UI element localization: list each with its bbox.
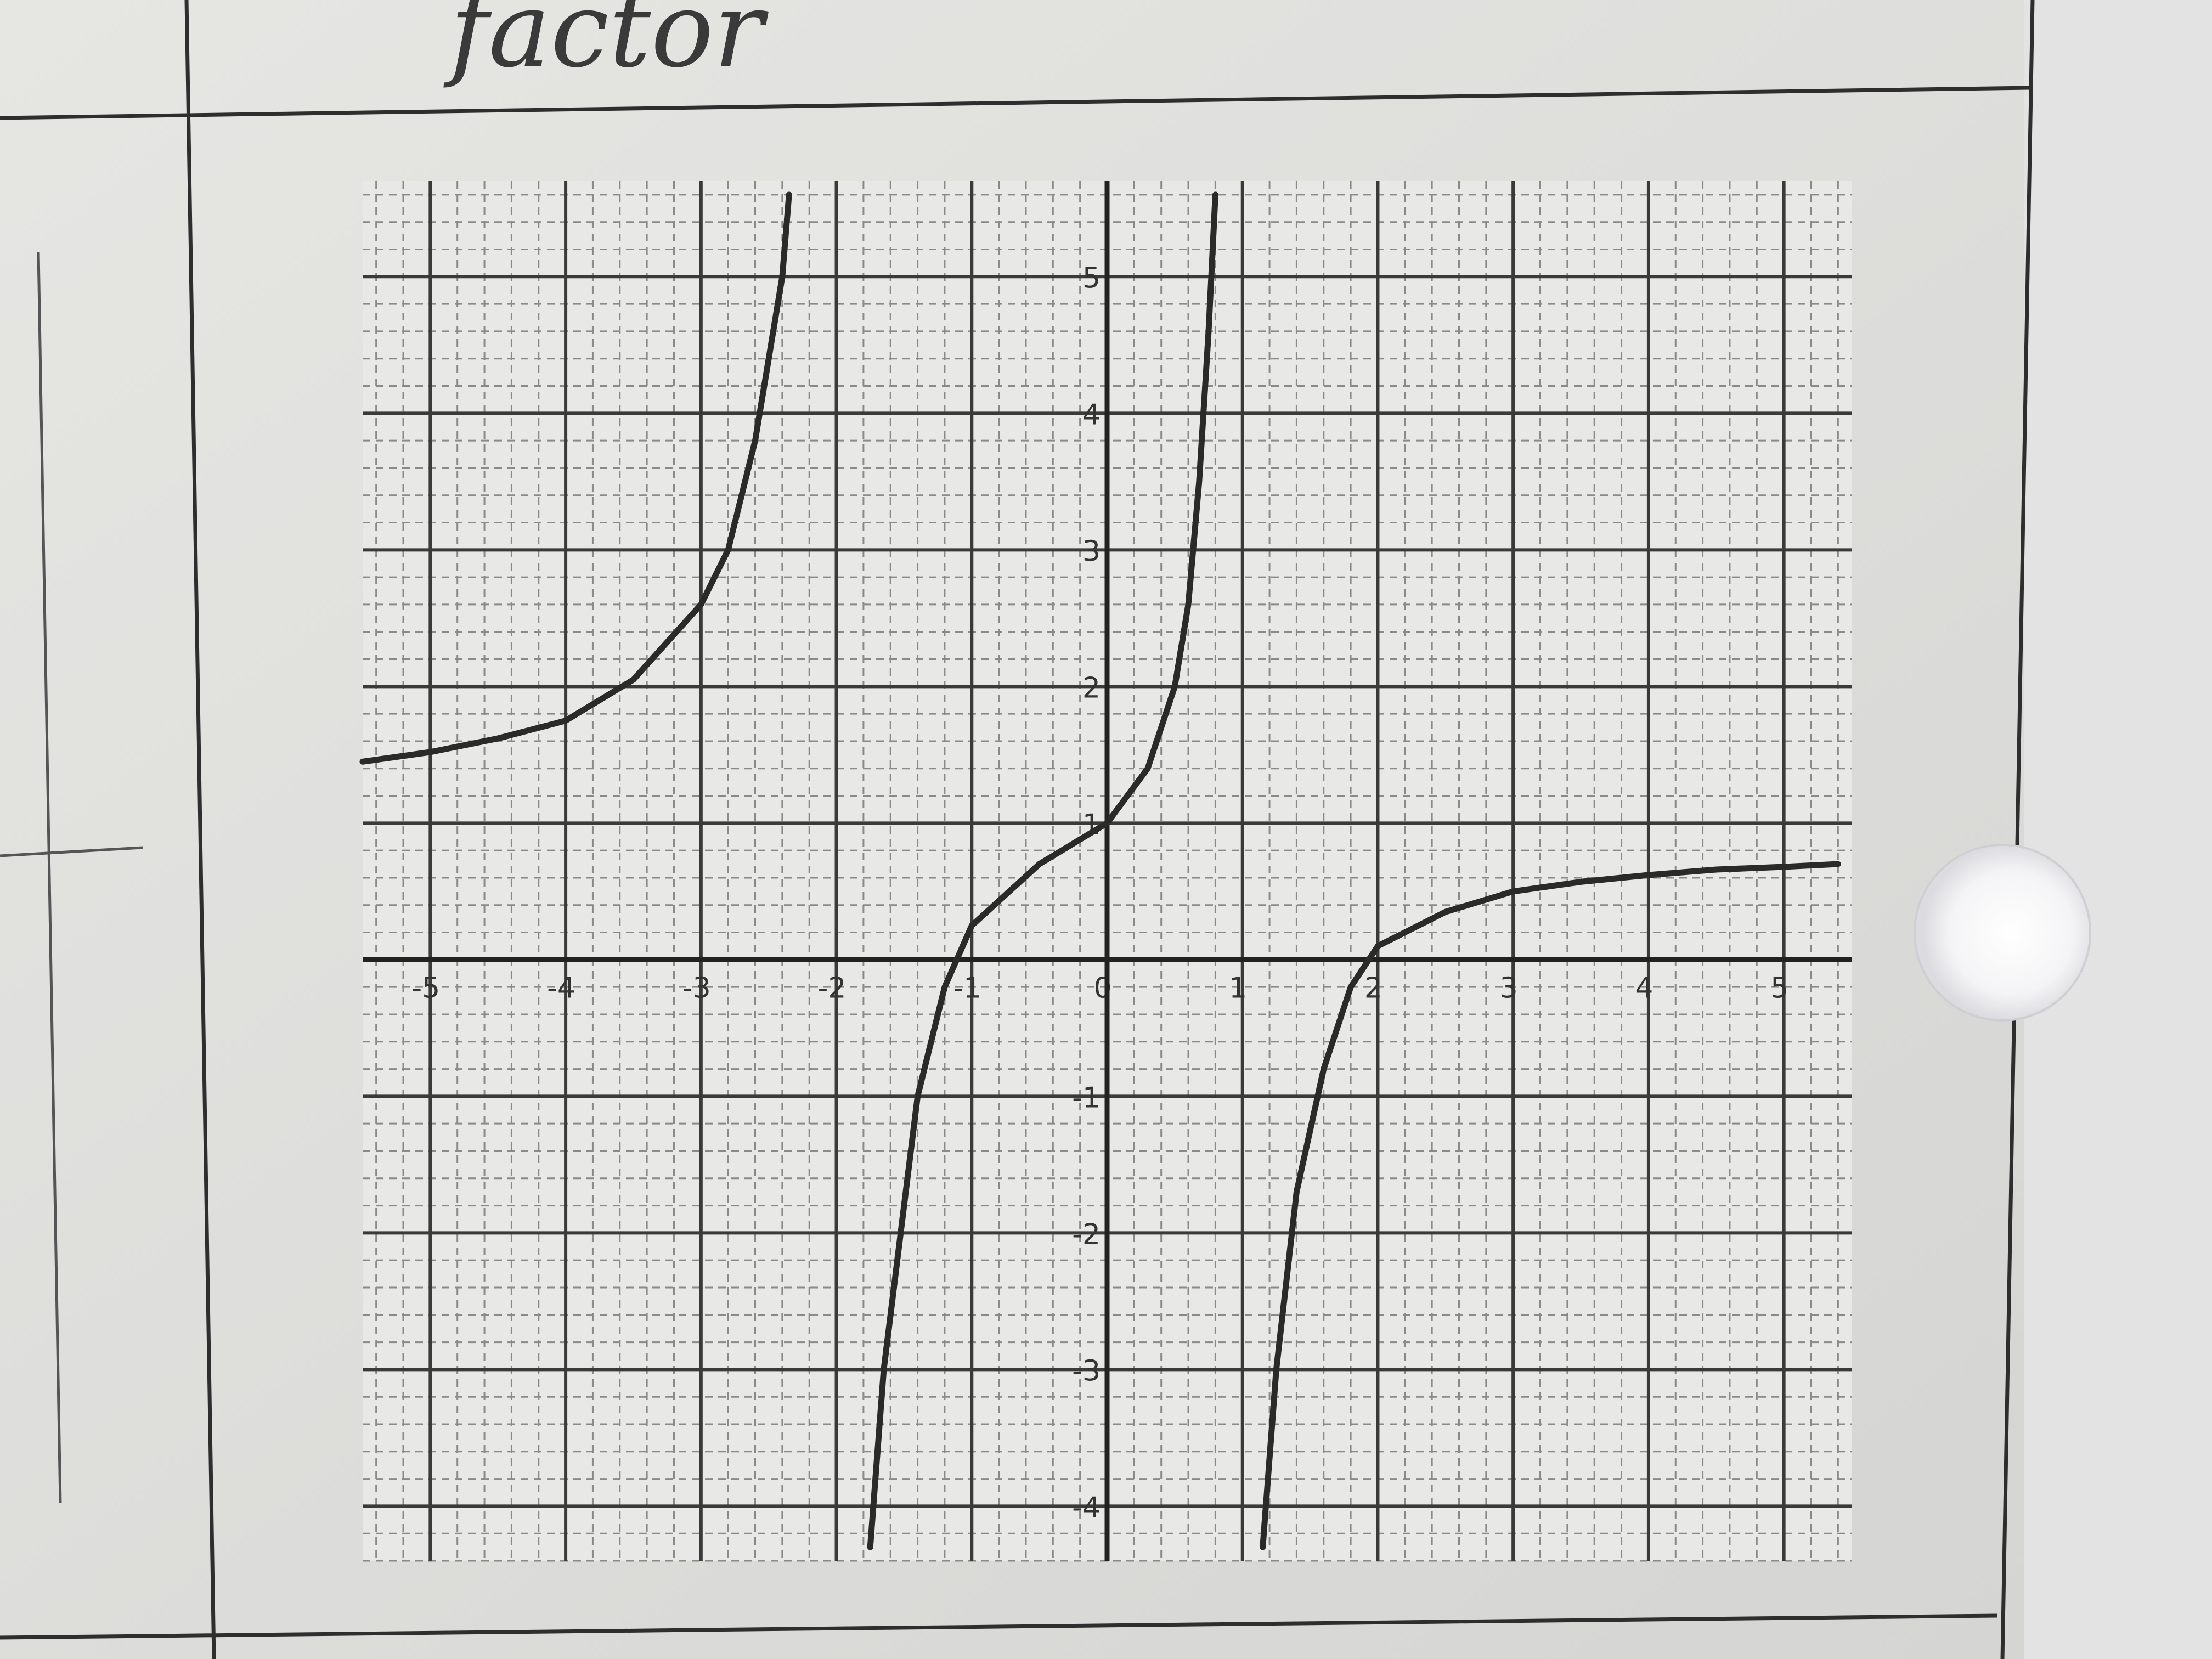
y-tick-label: 5 [1082,262,1101,295]
y-tick-label: 4 [1082,398,1101,431]
table-border [184,0,216,1659]
y-tick-label: -4 [1072,1491,1101,1524]
handwritten-note: factor [443,0,769,91]
function-curve [359,191,1841,1550]
table-border [2000,0,2035,1659]
y-tick-label: -2 [1072,1218,1101,1251]
y-tick-label: 2 [1082,672,1101,704]
x-tick-label: -1 [953,972,981,1005]
x-tick-label: 1 [1229,972,1247,1005]
y-tick-label: -3 [1072,1355,1101,1387]
x-tick-label: 5 [1770,972,1788,1005]
y-tick-label: 3 [1082,535,1101,568]
x-tick-label: 3 [1500,972,1518,1005]
x-tick-label: -2 [818,972,847,1005]
table-border [0,1613,1997,1640]
page-margin [2024,0,2212,1659]
x-tick-label: -5 [411,972,440,1005]
x-tick-label: -4 [547,972,575,1005]
neighbor-graph [0,252,143,1504]
table-borders [0,0,2035,1659]
table-border [0,86,2030,120]
punch-hole [1914,844,2091,1022]
neighbor-axis [37,252,62,1504]
y-tick-label: -1 [1072,1081,1101,1114]
x-tick-label: 4 [1635,972,1653,1005]
neighbor-axis [0,846,143,857]
x-tick-label: -3 [682,972,711,1005]
x-tick-label: 2 [1364,972,1383,1005]
